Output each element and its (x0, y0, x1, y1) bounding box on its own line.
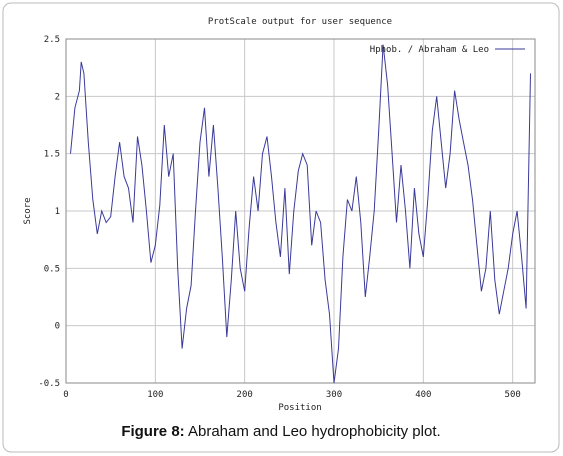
y-tick-label: 2.5 (44, 35, 60, 45)
y-tick-label: -0.5 (38, 379, 60, 389)
data-line (70, 44, 531, 384)
y-tick-label: 0 (55, 322, 60, 332)
chart-title: ProtScale output for user sequence (208, 17, 392, 27)
plot-border (65, 38, 536, 384)
x-tick-label: 0 (63, 390, 68, 400)
caption-label: Figure 8: (121, 423, 184, 440)
caption-text: Abraham and Leo hydrophobicity plot. (188, 423, 441, 440)
y-axis-label: Score (23, 197, 33, 224)
y-tick-label: 1.5 (44, 150, 60, 160)
y-tick-label: 1 (55, 207, 60, 217)
x-axis-label: Position (278, 403, 321, 413)
x-tick-label: 100 (147, 390, 163, 400)
x-tick-label: 500 (505, 390, 521, 400)
y-tick-label: 0.5 (44, 264, 60, 274)
legend-label: Hphob. / Abraham & Leo (370, 45, 489, 55)
x-tick-label: 200 (237, 390, 253, 400)
x-tick-label: 300 (326, 390, 342, 400)
y-tick-label: 2 (55, 92, 60, 102)
caption: Figure 8: Abraham and Leo hydrophobicity… (121, 423, 440, 440)
x-tick-label: 400 (415, 390, 431, 400)
